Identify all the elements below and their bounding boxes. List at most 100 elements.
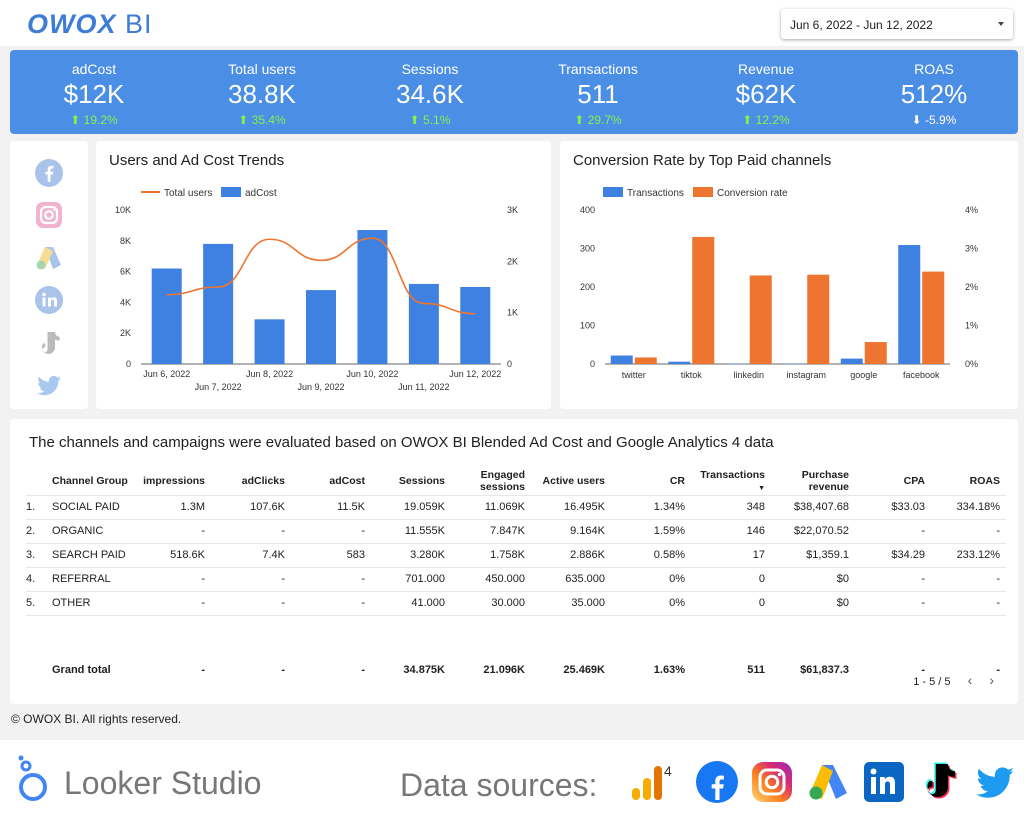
bar-adcost <box>254 319 285 364</box>
total-cell: 1.63% <box>653 664 685 676</box>
x-tick-label: Jun 6, 2022 <box>143 369 190 379</box>
legend-swatch-bar <box>603 187 623 197</box>
kpi-label: Revenue <box>737 61 795 77</box>
table-cell: - <box>291 566 371 591</box>
table-cell: 9.164K <box>531 518 611 543</box>
column-header[interactable]: Channel Group <box>52 474 128 487</box>
column-header[interactable]: impressions <box>143 474 205 487</box>
table-cell: - <box>855 518 931 543</box>
total-cell: $61,837.3 <box>800 664 849 676</box>
top-bar: OWOX BI Jun 6, 2022 - Jun 12, 2022 <box>0 0 1024 46</box>
kpi-change: ⬆ 5.1% <box>409 113 451 127</box>
table-row[interactable]: 1. SOCIAL PAID 1.3M 107.6K 11.5K 19.059K 11.06… <box>26 494 1006 519</box>
channel-group-cell: REFERRAL <box>52 566 136 591</box>
table-cell: $0 <box>771 590 855 615</box>
twitter-icon <box>976 767 1014 798</box>
chevron-left-icon[interactable]: ‹ <box>967 672 973 688</box>
kpi-value: $62K <box>735 79 797 109</box>
table-cell: $1,359.1 <box>771 542 855 567</box>
x-tick-label: google <box>850 370 877 380</box>
table-cell: 0% <box>611 566 691 591</box>
y-tick-label: 6K <box>120 267 131 277</box>
table-cell: - <box>855 590 931 615</box>
table-cell: 518.6K <box>136 542 211 567</box>
column-header[interactable]: Purchase revenue <box>801 468 849 493</box>
column-header[interactable]: adClicks <box>241 474 285 487</box>
table-cell: 1.758K <box>451 542 531 567</box>
column-header-transactions[interactable]: Transactions ▼ <box>700 468 765 492</box>
column-header[interactable]: Engaged sessions <box>480 468 525 493</box>
twitter-icon[interactable] <box>34 370 64 400</box>
total-cell: 21.096K <box>483 664 525 676</box>
table-row[interactable]: 4. REFERRAL - - -701.000 450.000 635.000 0% 0 $0-… <box>26 566 1006 591</box>
y2-tick-label: 1% <box>965 321 978 331</box>
x-tick-label: Jun 8, 2022 <box>246 369 293 379</box>
column-header[interactable]: Sessions <box>398 474 445 487</box>
column-header[interactable]: adCost <box>329 474 365 487</box>
table-row[interactable]: 5. OTHER - - -41.000 30.000 35.000 0% 0 $0- - <box>26 590 1006 615</box>
table-cell: - <box>136 566 211 591</box>
bar-conversion-rate <box>634 357 657 364</box>
total-cell: - <box>921 664 925 676</box>
bar-transactions <box>725 363 748 365</box>
google-analytics-4-icon: 4 <box>632 763 672 800</box>
y-tick-label: 300 <box>580 244 595 254</box>
linkedin-icon[interactable] <box>34 285 64 315</box>
channel-icons-panel <box>10 141 88 409</box>
facebook-icon[interactable] <box>34 158 64 188</box>
spacer-cell <box>26 614 1006 655</box>
column-header[interactable]: ROAS <box>969 474 1000 487</box>
kpi-sessions: Sessions 34.6K ⬆ 5.1% <box>346 50 514 134</box>
column-header[interactable]: CR <box>669 474 685 487</box>
y-tick-label: 200 <box>580 282 595 292</box>
table-cell: 19.059K <box>371 494 451 519</box>
table-cell: 11.5K <box>291 494 371 519</box>
tiktok-icon <box>925 762 957 799</box>
table-cell: 3.280K <box>371 542 451 567</box>
kpi-change: ⬆ 19.2% <box>70 113 118 127</box>
row-index: 5. <box>26 590 52 615</box>
table-row[interactable]: 2. ORGANIC - - -11.555K 7.847K 9.164K 1.59% 146 $… <box>26 518 1006 543</box>
table-cell: - <box>211 518 291 543</box>
bar-conversion-rate <box>692 236 715 364</box>
legend-swatch-bar <box>693 187 713 197</box>
tiktok-icon[interactable] <box>34 328 64 358</box>
row-index: 4. <box>26 566 52 591</box>
total-cell: 34.875K <box>403 664 445 676</box>
kpi-value: 511 <box>577 79 619 109</box>
row-index: 3. <box>26 542 52 567</box>
linkedin-icon <box>864 762 904 802</box>
bar-adcost <box>357 230 388 364</box>
table-cell: 348 <box>691 494 771 519</box>
table-cell: - <box>136 590 211 615</box>
chevron-right-icon[interactable]: › <box>989 672 994 688</box>
column-header[interactable]: Active users <box>542 474 605 487</box>
y2-tick-label: 3% <box>965 244 978 254</box>
total-cell: - <box>201 664 205 676</box>
table-header-row: Channel Group impressions adClicks adCos… <box>26 467 1006 495</box>
table-title: The channels and campaigns were evaluate… <box>29 434 774 451</box>
y2-tick-label: 4% <box>965 205 978 215</box>
y-tick-label: 0 <box>126 359 131 369</box>
grand-total-label: Grand total <box>52 664 111 676</box>
date-range-picker[interactable]: Jun 6, 2022 - Jun 12, 2022 <box>781 9 1013 39</box>
table-cell: 450.000 <box>451 566 531 591</box>
kpi-change: ⬆ 35.4% <box>238 113 286 127</box>
column-header[interactable]: CPA <box>903 474 925 487</box>
bar-conversion-rate <box>864 342 887 364</box>
table-cell: 0 <box>691 590 771 615</box>
bar-adcost <box>460 287 491 364</box>
instagram-icon[interactable] <box>34 200 64 230</box>
table-cell: 583 <box>291 542 371 567</box>
table-cell: - <box>211 590 291 615</box>
bar-conversion-rate <box>807 274 830 364</box>
y2-tick-label: 2% <box>965 282 978 292</box>
x-tick-label: Jun 10, 2022 <box>346 369 398 379</box>
table-cell: $34.29 <box>855 542 931 567</box>
kpi-label: adCost <box>71 61 117 77</box>
table-row[interactable]: 3. SEARCH PAID 518.6K 7.4K 583 3.280K 1.758K 2.… <box>26 542 1006 567</box>
google-ads-icon[interactable] <box>34 243 64 273</box>
table-cell: 0.58% <box>611 542 691 567</box>
x-tick-label: Jun 9, 2022 <box>297 382 344 392</box>
owox-bi-logo: OWOX BI <box>27 9 153 39</box>
